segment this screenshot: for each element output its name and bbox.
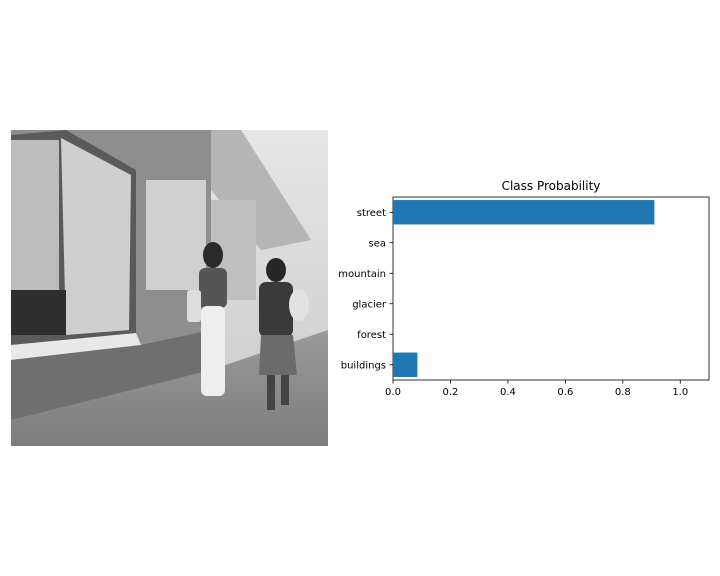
bar-buildings (393, 352, 418, 377)
person-2-leg-right (281, 375, 289, 405)
shopfront-panels (146, 180, 206, 290)
child-carried (289, 289, 309, 321)
y-tick-label-glacier: glacier (352, 299, 387, 310)
person-1-legs (201, 306, 225, 396)
window-reflection (61, 138, 131, 335)
person-2-head (266, 258, 286, 282)
person-2-skirt (259, 335, 297, 375)
window-car-reflection (11, 290, 66, 335)
person-1-torso (199, 268, 227, 308)
y-tick-label-forest: forest (357, 330, 386, 341)
x-tick-label-1: 0.2 (443, 387, 459, 398)
sidewalk (11, 330, 328, 446)
window-sill (11, 333, 141, 360)
x-tick-label-4: 0.8 (615, 387, 631, 398)
plot-frame (392, 196, 710, 381)
x-tick-label-2: 0.4 (500, 387, 516, 398)
y-tick-label-mountain: mountain (338, 269, 386, 280)
person-2-torso (259, 282, 293, 337)
person-1-bag (187, 290, 201, 322)
plot-area (392, 196, 710, 381)
lower-wall (11, 330, 211, 420)
y-tick-label-buildings: buildings (341, 360, 386, 371)
bar-street (393, 200, 655, 225)
y-axis: buildings forest glacier mountain sea street (338, 208, 393, 371)
x-tick-label-0: 0.0 (385, 387, 401, 398)
person-1-head (203, 242, 223, 268)
x-tick-label-5: 1.0 (672, 387, 688, 398)
y-tick-label-street: street (357, 208, 386, 219)
class-probability-chart: Class Probability buildings forest glacier… (338, 179, 710, 398)
y-tick-label-sea: sea (369, 238, 387, 249)
person-2-leg-left (267, 375, 275, 410)
x-tick-label-3: 0.6 (557, 387, 573, 398)
x-axis: 0.0 0.2 0.4 0.6 0.8 1.0 (385, 380, 688, 398)
chart-title: Class Probability (502, 179, 601, 193)
window-left-pane (11, 140, 59, 290)
street-photo (11, 130, 328, 446)
